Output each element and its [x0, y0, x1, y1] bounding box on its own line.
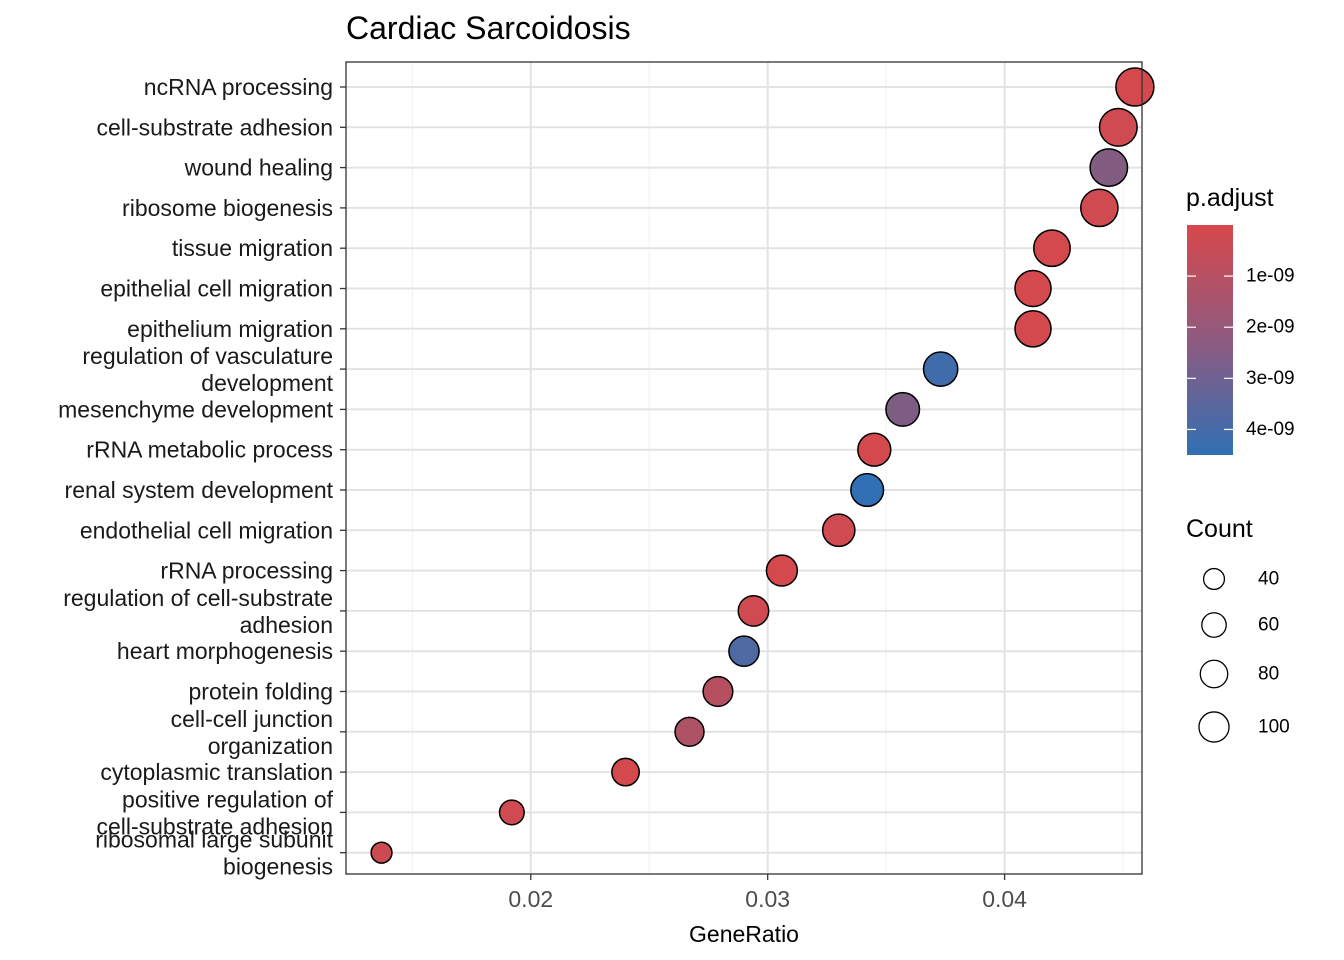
chart-title: Cardiac Sarcoidosis	[346, 10, 631, 46]
size-legend-label: 60	[1258, 615, 1279, 636]
data-point	[370, 841, 393, 864]
color-legend: p.adjust 1e-09 2e-09 3e-09 4e-09	[1186, 184, 1295, 455]
y-axis-labels: ncRNA processing cell-substrate adhesion w…	[58, 74, 346, 880]
y-tick-label: cell-cell junction	[171, 706, 333, 732]
size-legend-title: Count	[1186, 515, 1253, 543]
y-tick-label: epithelium migration	[127, 316, 333, 342]
size-legend-circle	[1198, 711, 1230, 743]
y-tick-label: regulation of cell-substrate	[63, 585, 333, 611]
data-point	[611, 757, 640, 787]
size-legend-label: 80	[1258, 664, 1279, 685]
y-tick-label: renal system development	[65, 477, 334, 503]
data-point	[850, 472, 885, 508]
size-legend-items: 40 60 80 100	[1198, 567, 1290, 743]
size-legend-label: 40	[1258, 569, 1279, 590]
size-legend-circle	[1202, 567, 1226, 591]
data-point	[1033, 229, 1071, 268]
x-tick-label: 0.04	[982, 886, 1027, 912]
y-tick-label: positive regulation of	[122, 786, 334, 812]
color-legend-title: p.adjust	[1186, 184, 1274, 212]
size-legend-label: 100	[1258, 717, 1290, 738]
grid	[346, 62, 1142, 874]
x-axis: 0.02 0.03 0.04	[508, 874, 1027, 912]
y-tick-label: cytoplasmic translation	[100, 759, 333, 785]
y-tick-label: development	[201, 370, 333, 396]
data-point	[702, 675, 734, 708]
color-bar-label: 1e-09	[1246, 266, 1295, 287]
data-point	[857, 432, 892, 467]
points	[370, 67, 1155, 864]
y-tick-label: wound healing	[184, 155, 333, 181]
y-tick-label: epithelial cell migration	[100, 276, 333, 302]
y-tick-label: cell-substrate adhesion	[96, 114, 333, 140]
x-tick-label: 0.02	[508, 886, 553, 912]
y-tick-label: regulation of vasculature	[82, 343, 333, 369]
y-tick-label: endothelial cell migration	[80, 517, 333, 543]
data-point	[821, 513, 856, 548]
data-point	[728, 635, 760, 668]
y-tick-label: cell-substrate adhesion	[96, 813, 333, 839]
color-bar	[1187, 225, 1233, 455]
y-tick-label: protein folding	[189, 679, 334, 705]
y-tick-label: biogenesis	[223, 854, 333, 880]
y-tick-label: ribosome biogenesis	[122, 195, 333, 221]
y-tick-label: organization	[208, 733, 333, 759]
data-point	[1014, 310, 1052, 348]
color-bar-label: 4e-09	[1246, 419, 1295, 440]
x-axis-title: GeneRatio	[689, 921, 799, 947]
x-tick-label: 0.03	[745, 886, 790, 912]
color-bar-label: 2e-09	[1246, 317, 1295, 338]
data-point	[765, 554, 799, 587]
color-bar-label: 3e-09	[1246, 368, 1295, 389]
data-point	[498, 799, 525, 826]
y-tick-label: mesenchyme development	[58, 396, 333, 422]
y-tick-label: tissue migration	[172, 235, 333, 261]
data-point	[1115, 67, 1155, 107]
data-point	[1014, 269, 1052, 308]
panel-border	[345, 61, 1143, 875]
y-tick-label: adhesion	[240, 612, 333, 638]
size-legend-circle	[1199, 659, 1229, 689]
size-legend-circle	[1201, 612, 1227, 638]
data-point	[737, 594, 770, 627]
data-point	[885, 391, 921, 427]
color-bar-ticks: 1e-09 2e-09 3e-09 4e-09	[1187, 266, 1295, 440]
data-point	[674, 716, 705, 748]
y-tick-label: heart morphogenesis	[117, 638, 333, 664]
data-point	[1098, 107, 1138, 147]
y-tick-label: ribosomal large subunit	[95, 827, 333, 853]
data-point	[922, 351, 959, 387]
data-point	[1089, 148, 1129, 188]
y-tick-label: rRNA processing	[160, 558, 333, 584]
data-point	[1079, 188, 1119, 228]
y-tick-label: ncRNA processing	[144, 74, 333, 100]
y-tick-label: rRNA metabolic process	[86, 437, 333, 463]
size-legend: Count 40 60 80 100	[1186, 515, 1290, 743]
